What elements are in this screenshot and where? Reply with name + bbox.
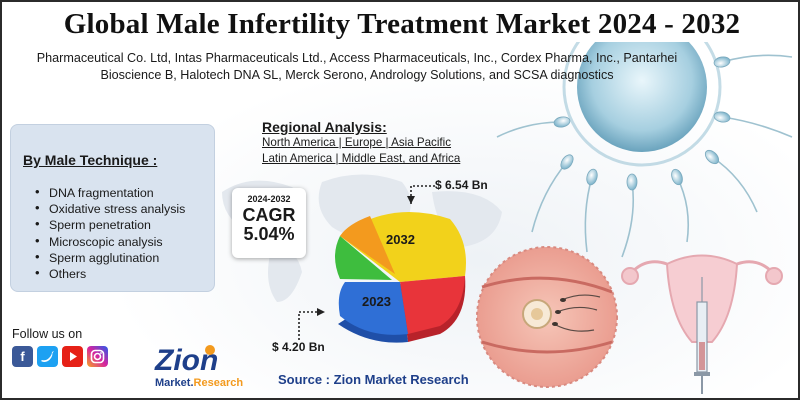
follow-us-label: Follow us on <box>12 327 83 341</box>
pie-label-2032: 2032 <box>386 232 415 247</box>
list-item: DNA fragmentation <box>35 184 185 201</box>
pie-slice-orange <box>340 216 395 274</box>
value-2032: $ 6.54 Bn <box>435 178 488 192</box>
bottom-value-pointer <box>298 308 325 340</box>
technique-panel: By Male Technique : DNA fragmentation Ox… <box>10 124 215 292</box>
region-line-2: Latin America | Middle East, and Africa <box>262 152 461 165</box>
cagr-card: 2024-2032 CAGR 5.04% <box>232 188 306 258</box>
svg-text:Market.Research: Market.Research <box>155 377 243 389</box>
key-players-text: Pharmaceutical Co. Ltd, Intas Pharmaceut… <box>36 51 678 82</box>
pie-slice-green <box>335 236 392 280</box>
pie-slice-blue <box>338 282 408 335</box>
twitter-icon[interactable] <box>37 346 58 367</box>
page-title: Global Male Infertility Treatment Market… <box>63 8 741 40</box>
facebook-icon[interactable]: f <box>12 346 33 367</box>
list-item: Microscopic analysis <box>35 233 185 250</box>
youtube-icon[interactable] <box>62 346 83 367</box>
sperm-egg-illustration <box>476 42 793 394</box>
pie-label-2023: 2023 <box>362 294 391 309</box>
source-note: Source : Zion Market Research <box>278 372 469 387</box>
technique-heading: By Male Technique : <box>23 152 158 168</box>
regional-analysis-heading: Regional Analysis: <box>262 119 387 135</box>
value-2023: $ 4.20 Bn <box>272 340 325 354</box>
instagram-icon[interactable] <box>87 346 108 367</box>
pie-chart-illustration: 2032 2023 <box>335 211 466 343</box>
list-item: Sperm penetration <box>35 216 185 233</box>
zion-logo: Zion Market.Research <box>154 344 243 389</box>
cagr-years: 2024-2032 <box>247 194 291 204</box>
cagr-value: 5.04% <box>243 224 295 244</box>
top-value-pointer <box>407 185 435 204</box>
list-item: Sperm agglutination <box>35 249 185 266</box>
follow-us-panel: Follow us on f <box>10 322 122 384</box>
region-line-1: North America | Europe | Asia Pacific <box>262 136 452 149</box>
pie-slice-red <box>400 276 465 334</box>
list-item: Oxidative stress analysis <box>35 200 185 217</box>
technique-list: DNA fragmentation Oxidative stress analy… <box>35 184 185 282</box>
cagr-label: CAGR <box>242 205 296 225</box>
list-item: Others <box>35 265 185 282</box>
